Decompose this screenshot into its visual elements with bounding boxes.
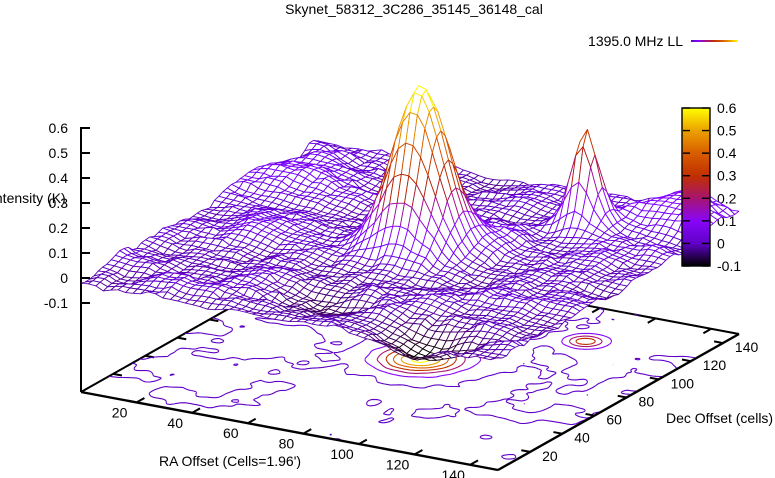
z-tick-label: 0.4 [49,170,69,186]
colorbar-tick-label: 0.5 [717,123,737,139]
colorbar [681,107,711,267]
colorbar-tick-label: 0.6 [717,100,737,116]
colorbar-gradient [681,107,711,267]
x-tick-label: 60 [223,425,239,441]
colorbar-tick-label: 0.2 [717,190,737,206]
colorbar-tick-label: 0.3 [717,168,737,184]
surface-mesh [80,85,740,361]
y-tick-label: 80 [639,393,655,409]
z-tick-label: 0.2 [49,220,69,236]
colorbar-tick-label: 0 [717,235,725,251]
colorbar-tick-label: 0.4 [717,145,737,161]
axes: 20 40 60 80 100 120 140 20 40 60 80 100 120 140 -0.1 0 0… [44,120,759,478]
legend-series-label: 1395.0 MHz LL [588,33,683,49]
z-tick-label: 0.6 [49,120,69,136]
z-tick-label: 0.3 [49,195,69,211]
legend-palette-line-icon [691,40,738,42]
z-tick-label: -0.1 [44,295,68,311]
x-axis-label: RA Offset (Cells=1.96') [158,453,302,469]
z-tick-label: 0.5 [49,145,69,161]
y-tick-label: 120 [703,357,727,373]
z-tick-label: 0.1 [49,245,69,261]
colorbar-tick-labels: -0.100.10.20.30.40.50.6 [717,100,741,274]
x-tick-label: 20 [112,404,128,420]
x-tick-label: 100 [330,446,354,462]
y-axis-label: Dec Offset (cells) [666,410,774,426]
y-tick-label: 100 [671,375,695,391]
z-axis-label: Intensity (K) [0,190,66,206]
x-tick-label: 80 [279,436,295,452]
colorbar-tick-label: -0.1 [717,258,741,274]
plot-title: Skynet_58312_3C286_35145_36148_cal [285,1,543,17]
y-tick-label: 40 [574,430,590,446]
y-tick-label: 140 [735,339,759,355]
z-tick-label: 0 [60,270,68,286]
x-tick-label: 120 [386,456,410,472]
y-tick-label: 60 [606,412,622,428]
x-tick-label: 40 [167,415,183,431]
x-tick-label: 140 [442,467,466,478]
y-tick-label: 20 [542,448,558,464]
